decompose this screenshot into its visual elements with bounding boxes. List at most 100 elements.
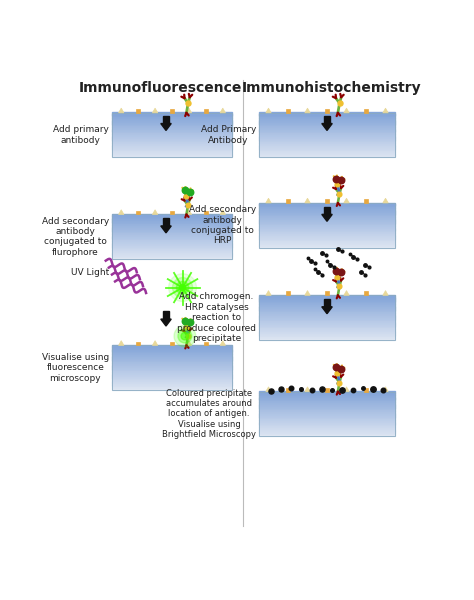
Bar: [112, 352, 232, 354]
Bar: [364, 388, 368, 392]
Bar: [112, 359, 232, 361]
Polygon shape: [266, 290, 271, 295]
Bar: [259, 134, 395, 136]
Bar: [112, 220, 232, 221]
Polygon shape: [186, 108, 191, 113]
Bar: [259, 146, 395, 149]
Text: Visualise using
fluorescence
microscopy: Visualise using fluorescence microscopy: [42, 353, 109, 383]
Bar: [112, 127, 232, 129]
Bar: [325, 109, 329, 113]
Polygon shape: [344, 290, 349, 295]
Bar: [325, 292, 329, 295]
Bar: [259, 295, 395, 340]
Polygon shape: [152, 210, 158, 214]
Bar: [259, 336, 395, 338]
Bar: [259, 217, 395, 219]
Polygon shape: [186, 341, 191, 346]
Bar: [112, 146, 232, 149]
Bar: [112, 118, 232, 120]
Bar: [112, 234, 232, 236]
Bar: [259, 114, 395, 116]
Bar: [112, 230, 232, 232]
Bar: [259, 113, 395, 157]
Bar: [364, 109, 368, 113]
Polygon shape: [383, 198, 388, 203]
Bar: [259, 229, 395, 232]
Bar: [112, 150, 232, 152]
Bar: [259, 314, 395, 317]
Polygon shape: [305, 290, 310, 295]
Bar: [259, 304, 395, 306]
Bar: [112, 361, 232, 363]
Bar: [259, 411, 395, 413]
Bar: [286, 292, 290, 295]
Bar: [259, 313, 395, 315]
Bar: [112, 155, 232, 157]
Bar: [112, 148, 232, 151]
Bar: [324, 299, 329, 307]
Bar: [259, 119, 395, 122]
Bar: [112, 236, 232, 238]
Bar: [259, 320, 395, 322]
Bar: [204, 211, 208, 214]
Polygon shape: [118, 341, 124, 346]
Bar: [164, 218, 169, 226]
Bar: [112, 376, 232, 377]
Bar: [112, 239, 232, 241]
Bar: [112, 112, 232, 115]
Bar: [259, 208, 395, 210]
Text: Add primary
antibody: Add primary antibody: [53, 125, 109, 145]
Bar: [112, 346, 232, 390]
Bar: [170, 341, 174, 346]
Bar: [112, 229, 232, 230]
Polygon shape: [161, 226, 171, 233]
Polygon shape: [220, 108, 226, 113]
Bar: [112, 214, 232, 216]
Bar: [164, 116, 169, 124]
Bar: [259, 305, 395, 308]
Bar: [259, 218, 395, 221]
Bar: [259, 323, 395, 326]
Bar: [259, 220, 395, 223]
Bar: [259, 318, 395, 320]
Polygon shape: [118, 108, 124, 113]
Bar: [112, 345, 232, 347]
Bar: [112, 370, 232, 372]
Bar: [259, 422, 395, 424]
Bar: [259, 311, 395, 313]
Bar: [112, 141, 232, 143]
Polygon shape: [305, 198, 310, 203]
Bar: [112, 237, 232, 239]
Circle shape: [180, 284, 186, 290]
Bar: [259, 407, 395, 409]
Text: Coloured precipitate
accumulates around
location of antigen.
Visualise using
Bri: Coloured precipitate accumulates around …: [162, 389, 256, 439]
Bar: [259, 298, 395, 301]
Bar: [112, 125, 232, 127]
Bar: [259, 136, 395, 138]
Bar: [112, 246, 232, 248]
Bar: [112, 143, 232, 145]
Bar: [112, 368, 232, 370]
Bar: [259, 224, 395, 226]
Bar: [259, 393, 395, 395]
Bar: [259, 332, 395, 335]
Bar: [259, 150, 395, 152]
Bar: [259, 392, 395, 436]
Bar: [259, 123, 395, 125]
Circle shape: [169, 274, 197, 301]
Bar: [259, 430, 395, 433]
Bar: [259, 425, 395, 427]
Bar: [164, 311, 169, 319]
Bar: [259, 418, 395, 420]
Bar: [112, 223, 232, 225]
Bar: [259, 424, 395, 425]
Circle shape: [178, 329, 192, 343]
Bar: [112, 242, 232, 245]
Bar: [112, 384, 232, 386]
Bar: [259, 125, 395, 127]
Bar: [325, 199, 329, 203]
Bar: [112, 121, 232, 124]
Bar: [170, 109, 174, 113]
Bar: [259, 121, 395, 124]
Bar: [259, 240, 395, 242]
